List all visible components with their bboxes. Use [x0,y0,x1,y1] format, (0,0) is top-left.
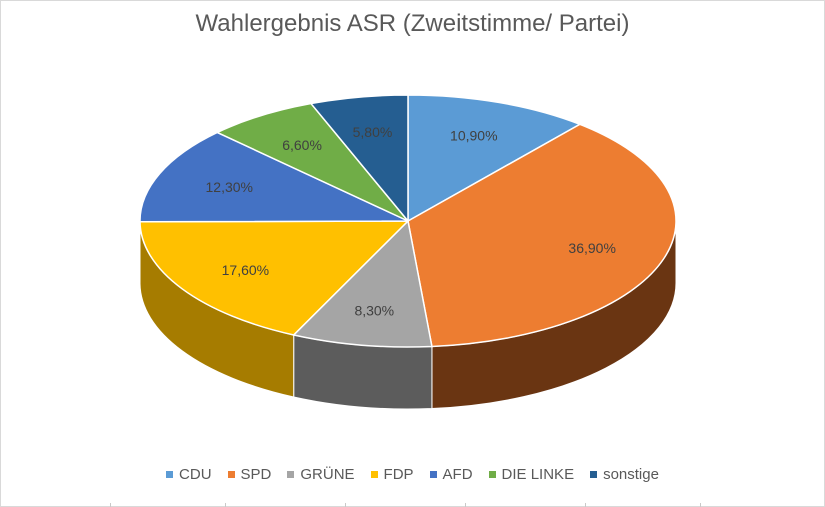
legend-swatch [370,471,378,478]
pie-slice-afd [139,131,409,223]
legend-label: sonstige [603,466,659,483]
legend-swatch [488,471,496,478]
pie-slice-spd [407,123,677,348]
legend-item-sonstige: sonstige [590,466,659,483]
legend-swatch [287,471,295,478]
pie-slice-gr-ne [292,219,433,348]
legend-label: SPD [240,466,272,483]
legend-label: FDP [383,466,414,483]
data-label-sonstige: 5,80% [353,124,393,140]
chart-title: Wahlergebnis ASR (Zweitstimme/ Partei) [195,10,630,37]
data-label-gr-ne: 8,30% [354,302,394,318]
pie-slice-sonstige [309,94,409,224]
bottom-gridline-ticks [0,503,825,507]
legend-swatch [227,471,235,478]
legend-label: DIE LINKE [501,466,575,483]
legend-label: AFD [442,466,473,483]
legend-item-afd: AFD [429,466,473,483]
legend-item-fdp: FDP [370,466,414,483]
pie-slice-cdu [407,94,582,223]
legend-item-spd: SPD [227,466,272,483]
legend-swatch [590,471,598,478]
legend: CDU SPD GRÜNE FDP AFD DIE LINKE sonstige [0,466,825,483]
pie-slice-fdp [139,220,410,336]
data-label-cdu: 10,90% [450,128,497,144]
legend-item-gr-ne: GRÜNE [287,466,355,483]
legend-label: CDU [179,466,212,483]
legend-swatch [429,471,437,478]
data-label-die-linke: 6,60% [282,137,322,153]
legend-item-die-linke: DIE LINKE [488,466,575,483]
legend-swatch [166,471,174,478]
data-label-spd: 36,90% [568,240,615,256]
data-label-fdp: 17,60% [222,262,269,278]
data-label-afd: 12,30% [206,179,253,195]
legend-item-cdu: CDU [166,466,212,483]
pie-slice-die-linke [215,102,409,222]
legend-label: GRÜNE [300,466,355,483]
